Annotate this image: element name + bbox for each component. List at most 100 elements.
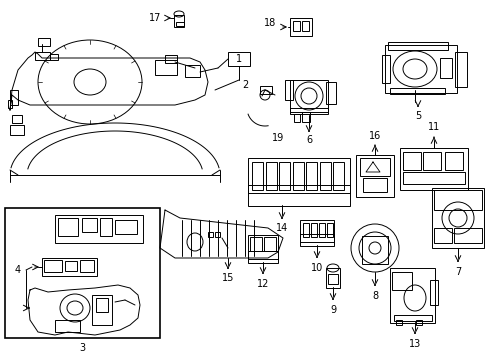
Text: 13: 13 bbox=[409, 339, 421, 349]
Bar bbox=[416, 320, 422, 325]
Bar bbox=[58, 218, 78, 236]
Bar bbox=[185, 65, 200, 77]
Bar bbox=[82, 218, 97, 232]
Bar bbox=[306, 162, 317, 190]
Bar bbox=[390, 88, 445, 94]
Bar bbox=[215, 232, 220, 237]
Bar bbox=[362, 236, 388, 264]
Text: 7: 7 bbox=[455, 267, 461, 277]
Bar bbox=[55, 215, 143, 243]
Bar bbox=[38, 38, 50, 46]
Bar bbox=[385, 45, 457, 93]
Bar bbox=[248, 235, 278, 263]
Bar bbox=[319, 223, 325, 237]
Bar bbox=[264, 237, 276, 251]
Bar bbox=[293, 162, 303, 190]
Bar bbox=[440, 58, 452, 78]
Bar bbox=[454, 228, 482, 243]
Bar bbox=[311, 223, 317, 237]
Bar bbox=[260, 86, 272, 94]
Bar bbox=[394, 315, 432, 321]
Bar bbox=[55, 320, 80, 332]
Text: 11: 11 bbox=[428, 122, 440, 132]
Bar bbox=[290, 18, 312, 36]
Bar bbox=[10, 125, 24, 135]
Bar bbox=[248, 185, 350, 193]
Text: 9: 9 bbox=[330, 305, 336, 315]
Bar bbox=[390, 268, 435, 323]
Bar bbox=[434, 190, 482, 210]
Bar bbox=[290, 108, 328, 114]
Bar bbox=[80, 260, 94, 272]
Bar bbox=[302, 112, 310, 122]
Bar bbox=[35, 52, 50, 60]
Bar bbox=[455, 52, 467, 87]
Bar bbox=[403, 172, 465, 184]
Bar bbox=[432, 188, 484, 248]
Bar bbox=[42, 258, 97, 276]
Bar bbox=[303, 223, 309, 237]
Text: 14: 14 bbox=[276, 223, 288, 233]
Bar bbox=[326, 82, 336, 104]
Bar bbox=[174, 15, 184, 27]
Bar bbox=[327, 223, 333, 237]
Bar bbox=[430, 280, 438, 305]
Bar bbox=[44, 260, 62, 272]
Text: 18: 18 bbox=[264, 18, 276, 28]
Text: 6: 6 bbox=[306, 135, 312, 145]
Text: 16: 16 bbox=[369, 131, 381, 141]
Bar bbox=[248, 251, 278, 259]
Bar bbox=[5, 208, 160, 338]
Bar bbox=[266, 162, 276, 190]
Bar bbox=[319, 162, 330, 190]
Bar bbox=[294, 114, 300, 122]
Bar bbox=[252, 162, 263, 190]
Bar bbox=[293, 21, 300, 31]
Bar bbox=[10, 90, 18, 105]
Bar bbox=[403, 152, 421, 170]
Bar bbox=[165, 55, 177, 63]
Bar bbox=[300, 220, 334, 246]
Text: 3: 3 bbox=[79, 343, 85, 353]
Bar bbox=[423, 152, 441, 170]
Text: 1: 1 bbox=[236, 54, 242, 64]
Bar bbox=[65, 261, 77, 271]
Bar bbox=[228, 52, 250, 66]
Text: 5: 5 bbox=[415, 111, 421, 121]
Bar bbox=[50, 54, 58, 60]
Bar bbox=[176, 22, 184, 26]
Bar bbox=[115, 220, 137, 234]
Text: 2: 2 bbox=[242, 80, 248, 90]
Bar bbox=[300, 234, 334, 242]
Bar bbox=[208, 232, 213, 237]
Bar bbox=[388, 42, 448, 50]
Text: 8: 8 bbox=[372, 291, 378, 301]
Bar bbox=[400, 148, 468, 190]
Bar bbox=[445, 152, 463, 170]
Bar bbox=[326, 268, 340, 288]
Bar bbox=[100, 218, 112, 236]
Bar bbox=[382, 55, 390, 83]
Bar bbox=[356, 155, 394, 197]
Bar bbox=[96, 298, 108, 312]
Bar bbox=[396, 320, 402, 325]
Bar bbox=[92, 295, 112, 325]
Text: 19: 19 bbox=[272, 133, 284, 143]
Bar bbox=[279, 162, 290, 190]
Bar bbox=[360, 158, 390, 176]
Text: 17: 17 bbox=[149, 13, 161, 23]
Text: 4: 4 bbox=[15, 265, 21, 275]
Bar bbox=[333, 162, 344, 190]
Bar bbox=[285, 80, 293, 100]
Text: 12: 12 bbox=[257, 279, 269, 289]
Bar bbox=[12, 115, 22, 123]
Bar bbox=[155, 60, 177, 75]
Text: 10: 10 bbox=[311, 263, 323, 273]
Bar bbox=[363, 178, 387, 192]
Bar bbox=[8, 100, 12, 108]
Bar bbox=[248, 158, 350, 206]
Text: 15: 15 bbox=[222, 273, 234, 283]
Bar bbox=[434, 228, 452, 243]
Bar bbox=[290, 80, 328, 112]
Bar bbox=[328, 274, 338, 284]
